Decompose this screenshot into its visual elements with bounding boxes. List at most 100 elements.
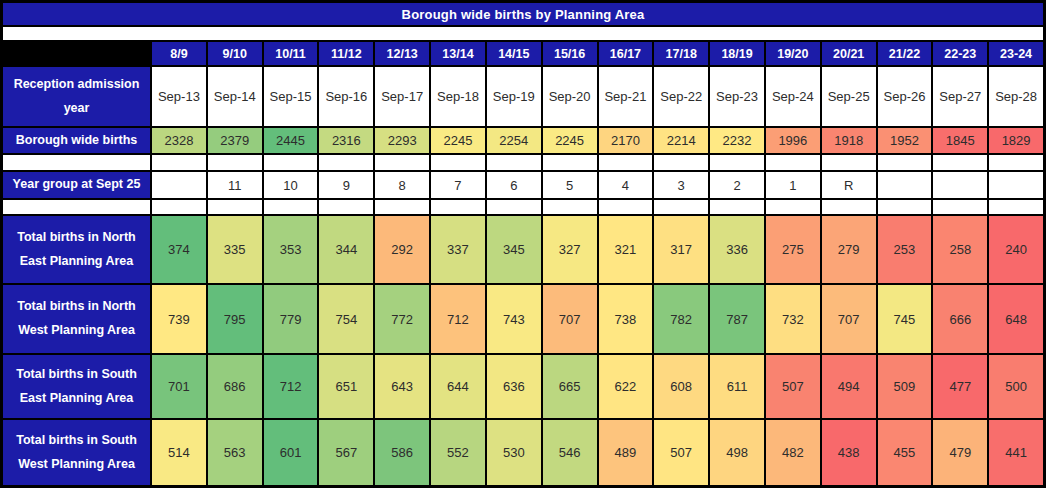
data-cell-reception-admission-year[interactable]: Sep-14	[208, 67, 262, 126]
data-cell-reception-admission-year[interactable]: Sep-21	[599, 67, 653, 126]
data-cell-year-group-at-sept-25[interactable]	[152, 172, 206, 198]
column-header-23-24[interactable]: 23-24	[989, 42, 1043, 65]
data-cell-total-births-north-west[interactable]: 712	[431, 285, 485, 353]
row-label-year-group-at-sept-25[interactable]: Year group at Sept 25	[3, 172, 150, 198]
data-cell-total-births-north-east[interactable]: 374	[152, 216, 206, 283]
data-cell-year-group-at-sept-25[interactable]: 11	[208, 172, 262, 198]
data-cell-borough-wide-births[interactable]: 2316	[319, 128, 373, 153]
data-cell-total-births-north-west[interactable]: 745	[878, 285, 932, 353]
column-header-20-21[interactable]: 20/21	[822, 42, 876, 65]
row-label-total-births-south-east[interactable]: Total births in South East Planning Area	[3, 355, 150, 418]
data-cell-total-births-north-east[interactable]: 327	[543, 216, 597, 283]
data-cell-total-births-north-east[interactable]: 345	[487, 216, 541, 283]
data-cell-total-births-south-west[interactable]: 546	[543, 420, 597, 485]
data-cell-reception-admission-year[interactable]: Sep-16	[319, 67, 373, 126]
data-cell-borough-wide-births[interactable]: 2170	[599, 128, 653, 153]
data-cell-borough-wide-births[interactable]: 1996	[766, 128, 820, 153]
data-cell-reception-admission-year[interactable]: Sep-18	[431, 67, 485, 126]
data-cell-total-births-south-west[interactable]: 455	[878, 420, 932, 485]
data-cell-borough-wide-births[interactable]: 1918	[822, 128, 876, 153]
data-cell-total-births-north-west[interactable]: 782	[654, 285, 708, 353]
data-cell-total-births-north-east[interactable]: 336	[710, 216, 764, 283]
data-cell-total-births-north-east[interactable]: 279	[822, 216, 876, 283]
data-cell-total-births-north-west[interactable]: 732	[766, 285, 820, 353]
data-cell-reception-admission-year[interactable]: Sep-15	[264, 67, 318, 126]
column-header-22-23[interactable]: 22-23	[933, 42, 987, 65]
data-cell-total-births-north-east[interactable]: 253	[878, 216, 932, 283]
row-label-total-births-north-west[interactable]: Total births in North West Planning Area	[3, 285, 150, 353]
data-cell-year-group-at-sept-25[interactable]: 6	[487, 172, 541, 198]
data-cell-total-births-north-west[interactable]: 666	[933, 285, 987, 353]
data-cell-reception-admission-year[interactable]: Sep-22	[654, 67, 708, 126]
data-cell-reception-admission-year[interactable]: Sep-28	[989, 67, 1043, 126]
data-cell-total-births-south-west[interactable]: 441	[989, 420, 1043, 485]
data-cell-total-births-south-west[interactable]: 586	[375, 420, 429, 485]
data-cell-borough-wide-births[interactable]: 2379	[208, 128, 262, 153]
column-header-17-18[interactable]: 17/18	[654, 42, 708, 65]
data-cell-total-births-north-east[interactable]: 258	[933, 216, 987, 283]
data-cell-total-births-south-west[interactable]: 530	[487, 420, 541, 485]
data-cell-total-births-south-east[interactable]: 507	[766, 355, 820, 418]
data-cell-year-group-at-sept-25[interactable]	[933, 172, 987, 198]
data-cell-total-births-south-east[interactable]: 643	[375, 355, 429, 418]
data-cell-total-births-south-east[interactable]: 494	[822, 355, 876, 418]
data-cell-total-births-north-east[interactable]: 353	[264, 216, 318, 283]
data-cell-total-births-north-west[interactable]: 772	[375, 285, 429, 353]
data-cell-year-group-at-sept-25[interactable]: 1	[766, 172, 820, 198]
row-label-total-births-south-west[interactable]: Total births in South West Planning Area	[3, 420, 150, 485]
row-label-total-births-north-east[interactable]: Total births in North East Planning Area	[3, 216, 150, 283]
data-cell-total-births-south-east[interactable]: 622	[599, 355, 653, 418]
data-cell-reception-admission-year[interactable]: Sep-24	[766, 67, 820, 126]
data-cell-total-births-south-west[interactable]: 601	[264, 420, 318, 485]
data-cell-borough-wide-births[interactable]: 2214	[654, 128, 708, 153]
data-cell-borough-wide-births[interactable]: 2245	[431, 128, 485, 153]
column-header-12-13[interactable]: 12/13	[375, 42, 429, 65]
data-cell-reception-admission-year[interactable]: Sep-20	[543, 67, 597, 126]
data-cell-total-births-south-east[interactable]: 686	[208, 355, 262, 418]
data-cell-total-births-north-east[interactable]: 321	[599, 216, 653, 283]
data-cell-total-births-south-west[interactable]: 507	[654, 420, 708, 485]
row-label-borough-wide-births[interactable]: Borough wide births	[3, 128, 150, 153]
data-cell-total-births-north-east[interactable]: 292	[375, 216, 429, 283]
column-header-18-19[interactable]: 18/19	[710, 42, 764, 65]
data-cell-borough-wide-births[interactable]: 2232	[710, 128, 764, 153]
data-cell-total-births-south-east[interactable]: 644	[431, 355, 485, 418]
data-cell-total-births-north-east[interactable]: 337	[431, 216, 485, 283]
column-header-11-12[interactable]: 11/12	[319, 42, 373, 65]
data-cell-borough-wide-births[interactable]: 1845	[933, 128, 987, 153]
column-header-15-16[interactable]: 15/16	[543, 42, 597, 65]
data-cell-total-births-south-west[interactable]: 514	[152, 420, 206, 485]
data-cell-total-births-south-west[interactable]: 552	[431, 420, 485, 485]
data-cell-reception-admission-year[interactable]: Sep-23	[710, 67, 764, 126]
data-cell-total-births-south-east[interactable]: 701	[152, 355, 206, 418]
data-cell-total-births-south-west[interactable]: 489	[599, 420, 653, 485]
data-cell-total-births-south-east[interactable]: 665	[543, 355, 597, 418]
data-cell-total-births-north-east[interactable]: 344	[319, 216, 373, 283]
data-cell-reception-admission-year[interactable]: Sep-17	[375, 67, 429, 126]
data-cell-year-group-at-sept-25[interactable]: R	[822, 172, 876, 198]
data-cell-total-births-south-east[interactable]: 651	[319, 355, 373, 418]
data-cell-total-births-north-west[interactable]: 754	[319, 285, 373, 353]
data-cell-borough-wide-births[interactable]: 2328	[152, 128, 206, 153]
data-cell-total-births-north-west[interactable]: 707	[822, 285, 876, 353]
data-cell-total-births-north-west[interactable]: 787	[710, 285, 764, 353]
data-cell-total-births-north-west[interactable]: 739	[152, 285, 206, 353]
data-cell-total-births-south-east[interactable]: 608	[654, 355, 708, 418]
column-header-8-9[interactable]: 8/9	[152, 42, 206, 65]
data-cell-borough-wide-births[interactable]: 2245	[543, 128, 597, 153]
data-cell-total-births-north-west[interactable]: 795	[208, 285, 262, 353]
column-header-19-20[interactable]: 19/20	[766, 42, 820, 65]
data-cell-total-births-south-west[interactable]: 438	[822, 420, 876, 485]
column-header-14-15[interactable]: 14/15	[487, 42, 541, 65]
data-cell-total-births-south-west[interactable]: 567	[319, 420, 373, 485]
data-cell-reception-admission-year[interactable]: Sep-13	[152, 67, 206, 126]
data-cell-year-group-at-sept-25[interactable]: 3	[654, 172, 708, 198]
data-cell-total-births-north-west[interactable]: 648	[989, 285, 1043, 353]
data-cell-reception-admission-year[interactable]: Sep-25	[822, 67, 876, 126]
data-cell-year-group-at-sept-25[interactable]	[989, 172, 1043, 198]
data-cell-reception-admission-year[interactable]: Sep-26	[878, 67, 932, 126]
data-cell-year-group-at-sept-25[interactable]: 10	[264, 172, 318, 198]
column-header-16-17[interactable]: 16/17	[599, 42, 653, 65]
data-cell-reception-admission-year[interactable]: Sep-19	[487, 67, 541, 126]
data-cell-total-births-north-west[interactable]: 743	[487, 285, 541, 353]
